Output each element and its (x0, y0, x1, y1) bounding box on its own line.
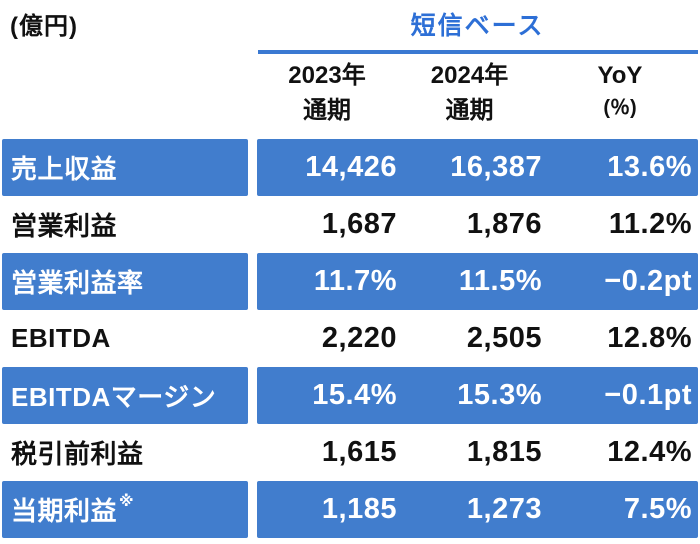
cell-fy2024: 15.3% (457, 379, 542, 411)
row-label: EBITDA (2, 310, 248, 367)
column-header-yoy: YoY (％) (542, 58, 698, 128)
row-values: 1,687 1,876 11.2% (257, 196, 698, 253)
row-label-text: EBITDAマージン (11, 382, 217, 412)
cell-fy2023: 14,426 (305, 151, 397, 183)
row-label: 売上収益 (2, 139, 248, 196)
cell-fy2023: 1,687 (321, 208, 397, 240)
table-row-pretax-profit: 税引前利益 1,615 1,815 12.4% (0, 424, 700, 481)
table-row-revenue: 売上収益 14,426 16,387 13.6% (0, 139, 700, 196)
row-values: 2,220 2,505 12.8% (257, 310, 698, 367)
cell-yoy: 12.8% (607, 322, 692, 354)
table-row-ebitda-margin: EBITDAマージン 15.4% 15.3% −0.1pt (0, 367, 700, 424)
cell-fy2024: 11.5% (458, 265, 542, 297)
cell-fy2023: 1,185 (321, 493, 397, 525)
cell-fy2024: 1,273 (466, 493, 542, 525)
table-row-ebitda: EBITDA 2,220 2,505 12.8% (0, 310, 700, 367)
column-gap (248, 481, 257, 538)
column-header-yoy-label: YoY (597, 62, 643, 89)
column-header-yoy-unit: (％) (603, 97, 637, 119)
cell-yoy: 7.5% (623, 493, 692, 525)
column-gap (248, 196, 257, 253)
column-headers: 2023年 通期 2024年 通期 YoY (％) (257, 58, 698, 128)
cell-fy2023: 1,615 (321, 436, 397, 468)
table-body: 売上収益 14,426 16,387 13.6% 営業利益 1,687 1,87… (0, 139, 700, 538)
table-title: 短信ベース (410, 12, 545, 40)
title-underline-rule (258, 50, 698, 54)
cell-yoy: 13.6% (607, 151, 692, 183)
row-label-text: EBITDA (11, 323, 111, 353)
row-label-text: 営業利益率 (11, 268, 144, 298)
column-gap (248, 139, 257, 196)
cell-fy2023: 11.7% (313, 265, 397, 297)
row-label: EBITDAマージン (2, 367, 248, 424)
cell-yoy: −0.2pt (604, 265, 692, 297)
row-values: 14,426 16,387 13.6% (257, 139, 698, 196)
row-label-text: 売上収益 (11, 154, 118, 184)
row-values: 11.7% 11.5% −0.2pt (257, 253, 698, 310)
row-values: 1,615 1,815 12.4% (257, 424, 698, 481)
cell-yoy: 12.4% (607, 436, 692, 468)
row-values: 1,185 1,273 7.5% (257, 481, 698, 538)
column-gap (248, 310, 257, 367)
cell-fy2024: 2,505 (466, 322, 542, 354)
row-label: 税引前利益 (2, 424, 248, 481)
column-header-fy2023: 2023年 通期 (257, 58, 397, 128)
cell-fy2023: 2,220 (321, 322, 397, 354)
row-label-text: 営業利益 (11, 211, 118, 241)
table-row-operating-margin: 営業利益率 11.7% 11.5% −0.2pt (0, 253, 700, 310)
column-gap (248, 367, 257, 424)
row-values: 15.4% 15.3% −0.1pt (257, 367, 698, 424)
column-gap (248, 253, 257, 310)
row-label: 営業利益率 (2, 253, 248, 310)
row-label-text: 税引前利益 (11, 439, 144, 469)
column-header-period: 通期 (445, 97, 494, 124)
row-label: 当期利益 ※ (2, 481, 248, 538)
cell-fy2024: 16,387 (450, 151, 542, 183)
column-header-year: 2024年 (430, 62, 509, 89)
cell-yoy: 11.2% (608, 208, 692, 240)
column-gap (248, 424, 257, 481)
cell-yoy: −0.1pt (604, 379, 692, 411)
column-header-period: 通期 (303, 97, 351, 124)
row-label-text: 当期利益 (11, 496, 118, 526)
row-label: 営業利益 (2, 196, 248, 253)
cell-fy2023: 15.4% (312, 379, 397, 411)
table-row-net-profit: 当期利益 ※ 1,185 1,273 7.5% (0, 481, 700, 538)
cell-fy2024: 1,876 (466, 208, 542, 240)
column-header-year: 2023年 (288, 62, 366, 89)
unit-label: (億円) (10, 13, 78, 40)
column-header-fy2024: 2024年 通期 (397, 58, 542, 128)
table-row-operating-profit: 営業利益 1,687 1,876 11.2% (0, 196, 700, 253)
cell-fy2024: 1,815 (466, 436, 542, 468)
